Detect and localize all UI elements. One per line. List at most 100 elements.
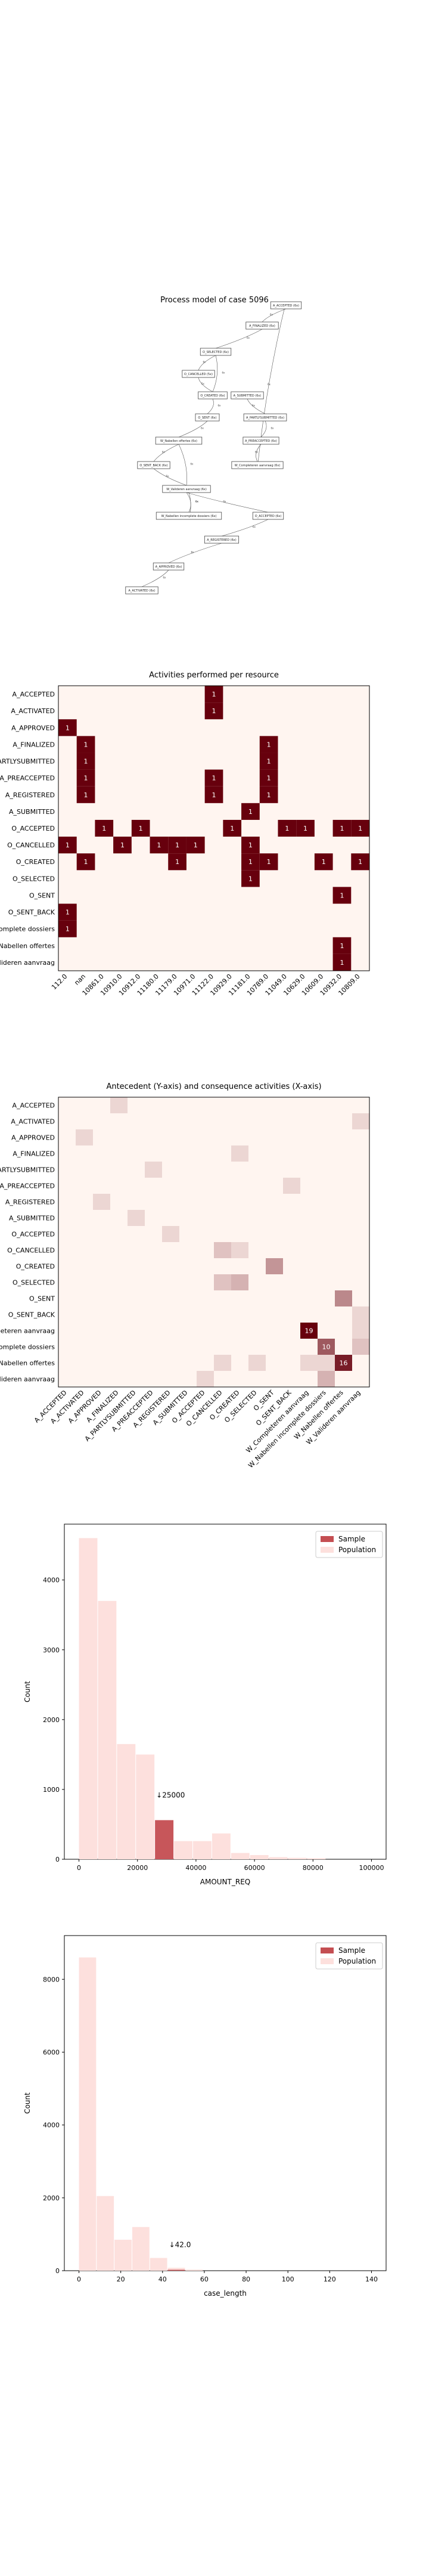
heatmap-row-label: A_SUBMITTED [9, 1215, 55, 1222]
x-tick-label: 80000 [303, 1864, 324, 1872]
heatmap-cell-label: 1 [267, 791, 271, 799]
process-edge [215, 329, 263, 349]
heatmap-cell [300, 1355, 318, 1371]
process-node-label: A_APPROVED (6x) [156, 565, 182, 569]
process-node-label: W_Completeren aanvraag (6x) [235, 464, 281, 467]
heatmap-row-label: O_CREATED [16, 858, 55, 866]
y-tick-label: 4000 [43, 2122, 60, 2129]
process-node-box [252, 512, 284, 520]
heatmap-cell [283, 1178, 300, 1194]
heatmap-cell [351, 819, 369, 837]
heatmap-cell-label: 1 [267, 858, 271, 866]
population-bar [231, 1853, 250, 1859]
heatmap-row-label: O_CANCELLED [7, 1247, 55, 1255]
process-edge-label: 6x [218, 404, 222, 407]
heatmap-cell-label: 1 [194, 841, 198, 849]
process-node: W_Nabellen incomplete dossiers (6x) [156, 512, 222, 520]
population-bar [174, 1841, 192, 1859]
process-edge [178, 420, 208, 438]
process-node: W_Nabellen offertes (6x) [155, 436, 203, 445]
x-tick-label: 100 [282, 2275, 294, 2283]
process-node-box [153, 562, 185, 571]
population-bar [79, 1957, 97, 2271]
process-node: O_CREATED (6x) [198, 391, 228, 400]
case-length-histogram: 0 20 40 60 80 100 120 140 0 2000 4000 6000 8000 case_… [23, 1935, 387, 2298]
process-edge [212, 355, 218, 392]
process-model-diagram: Process model of case 5096 6x 6x 6x 6x 5x 6x 6… [125, 296, 302, 595]
heatmap-cell-label: 1 [248, 808, 253, 816]
heatmap-cell-label: 1 [267, 758, 271, 766]
heatmap-title: Activities performed per resource [149, 671, 279, 680]
heatmap-row-label: O_SELECTED [13, 875, 55, 883]
process-edge-label: 6x [268, 383, 271, 386]
heatmap-cell [318, 1371, 335, 1387]
heatmap-cell-label: 1 [358, 825, 362, 832]
heatmap-cell [259, 753, 278, 770]
heatmap-row-label: W_Nabellen offertes [0, 942, 55, 950]
heatmap-cell [332, 887, 352, 904]
heatmap-cell [241, 853, 260, 871]
heatmap-cell-label: 1 [84, 791, 88, 799]
process-edge-label: 6x [252, 404, 256, 407]
process-node-box [198, 391, 228, 400]
heatmap-cell-label: 1 [102, 825, 106, 832]
heatmap-row-label: A_FINALIZED [13, 1150, 55, 1158]
heatmap-cell-label: 1 [66, 724, 70, 732]
process-edge-label: 5x [201, 382, 205, 385]
y-axis-label: Count [23, 2092, 32, 2114]
heatmap-cell [204, 769, 223, 787]
process-node: A_APPROVED (6x) [153, 562, 185, 571]
process-node-label: W_Valideren aanvraag (6x) [166, 488, 207, 491]
process-node-box [231, 391, 264, 400]
sample-annotation: ↓25000 [156, 1791, 185, 1799]
heatmap-cell [131, 819, 150, 837]
heatmap-cell [58, 837, 77, 854]
heatmap-row-label: O_SENT [29, 1295, 55, 1303]
population-bar [79, 1538, 98, 1859]
heatmap-cell-label: 1 [66, 909, 70, 917]
heatmap-cell-label: 10 [322, 1343, 331, 1351]
heatmap-frame [58, 685, 370, 971]
heatmap-cell [76, 736, 95, 753]
heatmap-row-label: O_CANCELLED [7, 841, 55, 849]
heatmap-cell-label: 1 [212, 791, 216, 799]
heatmap-cell [332, 953, 352, 971]
x-axis-label: AMOUNT_REQ [200, 1878, 250, 1886]
sample-bar [167, 2270, 185, 2271]
process-node: O_SELECTED (6x) [200, 348, 232, 356]
heatmap-row-label: O_ACCEPTED [11, 1231, 55, 1239]
x-tick-label: 40000 [185, 1864, 206, 1872]
heatmap-cell [318, 1339, 335, 1355]
process-edge [186, 492, 269, 513]
heatmap-cell [58, 719, 77, 736]
heatmap-cell-label: 1 [230, 825, 234, 832]
process-node-box [162, 485, 211, 493]
heatmap-cell [113, 837, 132, 854]
heatmap-cell-label: 1 [84, 858, 88, 866]
process-edge [257, 301, 287, 469]
process-edge-label: 6x [223, 500, 227, 503]
y-tick-label: 6000 [43, 2048, 60, 2056]
heatmap-cell [278, 819, 297, 837]
process-node: A_SUBMITTED (6x) [231, 391, 264, 400]
heatmap-cell [76, 753, 95, 770]
process-node: A_FINALIZED (6x) [245, 321, 279, 330]
population-bar [307, 1858, 326, 1859]
heatmap-cell [266, 1258, 283, 1274]
process-edge-label: 6x [163, 576, 167, 579]
x-tick-label: 120 [324, 2275, 336, 2283]
heatmap-cell [145, 1162, 162, 1178]
process-node-box [125, 586, 158, 595]
x-tick-label: 0 [77, 1864, 81, 1872]
process-edge-label: 6x [191, 551, 195, 554]
process-node-box [243, 413, 287, 422]
heatmap-cell [95, 819, 114, 837]
heatmap-row-label: O_SELECTED [13, 1279, 55, 1287]
x-tick-label: 20 [117, 2275, 125, 2283]
population-bar [212, 1833, 231, 1859]
heatmap-cell [231, 1242, 248, 1258]
process-node-box [231, 461, 284, 469]
process-node-label: A_PARTLYSUBMITTED (6x) [246, 416, 284, 420]
process-edge [260, 420, 267, 438]
heatmap-cell [259, 736, 278, 753]
